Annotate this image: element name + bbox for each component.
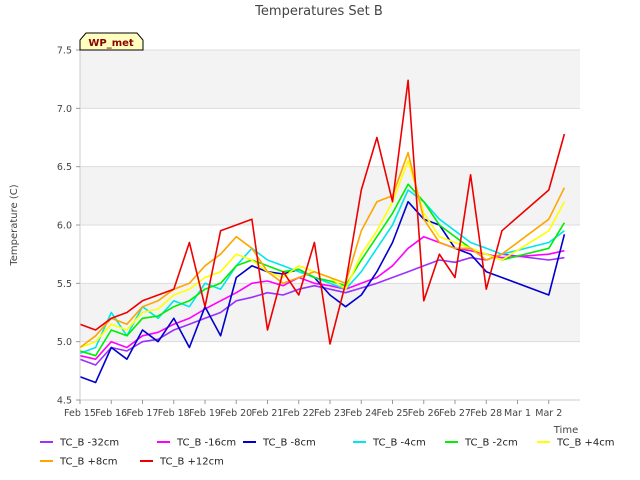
plot-band xyxy=(80,225,580,284)
y-axis-label: Temperature (C) xyxy=(9,184,20,266)
axes xyxy=(76,49,580,404)
legend-item: TC_B +8cm xyxy=(40,457,118,468)
legend-item: TC_B -8cm xyxy=(243,438,316,449)
x-tick-label: Feb 22 xyxy=(283,408,315,419)
legend-label: TC_B +12cm xyxy=(159,457,224,468)
y-tick-label: 6.0 xyxy=(57,221,72,232)
series-line-tc-b-8cm xyxy=(79,151,566,349)
y-tick-label: 5.5 xyxy=(57,279,72,290)
legend-label: TC_B +4cm xyxy=(556,438,615,449)
legend-label: TC_B +8cm xyxy=(59,457,118,468)
x-tick-label: Feb 18 xyxy=(158,408,190,419)
legend-item: TC_B -4cm xyxy=(353,438,426,449)
legend-label: TC_B -32cm xyxy=(59,438,119,449)
x-tick-label: Feb 26 xyxy=(408,408,440,419)
legend-label: TC_B -2cm xyxy=(464,438,518,449)
y-tick-label: 6.5 xyxy=(57,162,72,173)
legend-item: TC_B -32cm xyxy=(40,438,119,449)
legend-label: TC_B -4cm xyxy=(372,438,426,449)
x-tick-label: Feb 16 xyxy=(95,408,127,419)
x-tick-label: Feb 27 xyxy=(439,408,471,419)
y-tick-label: 7.0 xyxy=(57,104,72,115)
x-tick-label: Feb 23 xyxy=(314,408,346,419)
plot-band xyxy=(80,108,580,167)
annotation-label: WP_met xyxy=(88,38,134,49)
x-tick-label: Feb 19 xyxy=(189,408,221,419)
y-tick-label: 5.0 xyxy=(57,337,72,348)
x-tick-label: Feb 15 xyxy=(64,408,96,419)
plot-band xyxy=(80,50,580,109)
series-line-tc-b-12cm xyxy=(79,79,566,345)
plot-band xyxy=(80,341,580,400)
legend-item: TC_B -16cm xyxy=(157,438,236,449)
chart-title: Temperatures Set B xyxy=(254,4,383,19)
legend-label: TC_B -8cm xyxy=(262,438,316,449)
x-tick-label: Feb 28 xyxy=(470,408,502,419)
annotation-badge: WP_met xyxy=(79,32,144,51)
x-tick-label: Feb 21 xyxy=(252,408,284,419)
legend-item: TC_B +12cm xyxy=(140,457,224,468)
legend-item: TC_B +4cm xyxy=(537,438,615,449)
legend-label: TC_B -16cm xyxy=(176,438,236,449)
x-tick-label: Feb 24 xyxy=(345,408,377,419)
plot-band xyxy=(80,166,580,225)
x-tick-label: Feb 20 xyxy=(220,408,252,419)
x-tick-label: Mar 2 xyxy=(535,408,562,419)
legend-item: TC_B -2cm xyxy=(445,438,518,449)
x-tick-label: Feb 25 xyxy=(377,408,409,419)
x-tick-label: Feb 17 xyxy=(127,408,159,419)
x-tick-label: Mar 1 xyxy=(504,408,531,419)
legend: TC_B -32cm TC_B -16cm TC_B -8cm TC_B -4cm TC… xyxy=(40,438,615,468)
y-tick-label: 7.5 xyxy=(57,46,72,57)
series-line-tc-b-2cm xyxy=(79,183,566,357)
y-tick-label: 4.5 xyxy=(57,396,72,407)
x-axis-label: Time xyxy=(553,425,578,436)
series-lines xyxy=(79,79,566,384)
plot-background xyxy=(80,50,580,400)
